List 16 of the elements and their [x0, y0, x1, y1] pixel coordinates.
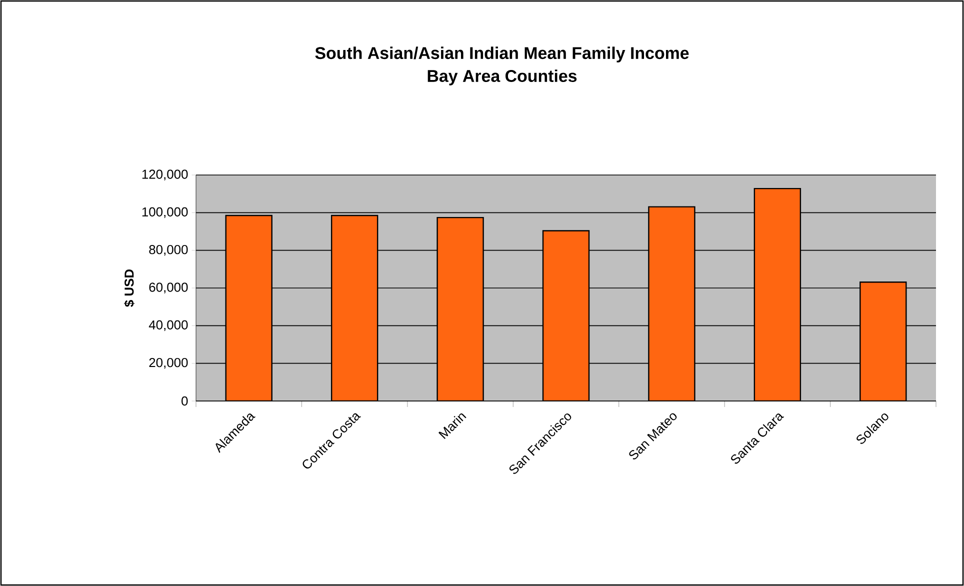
chart-title: South Asian/Asian Indian Mean Family Income Bay Area Counties [315, 46, 689, 86]
y-tick-label: 0 [182, 396, 188, 406]
bar [754, 188, 802, 401]
bar [225, 214, 272, 401]
y-tick-label: 80,000 [149, 244, 188, 256]
y-axis-title: $ USD [124, 269, 135, 307]
bar [542, 230, 590, 401]
bar [436, 216, 484, 401]
y-tick-label: 20,000 [149, 358, 188, 369]
y-tick-label: 120,000 [142, 170, 188, 180]
bar [330, 214, 378, 401]
y-tick-label: 40,000 [148, 320, 188, 332]
bar [860, 282, 907, 401]
y-tick-label: 100,000 [142, 207, 188, 218]
y-tick-label: 60,000 [149, 282, 188, 294]
bar [648, 206, 696, 401]
